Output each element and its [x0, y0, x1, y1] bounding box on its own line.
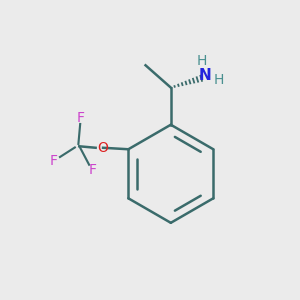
Text: O: O	[98, 141, 109, 155]
Text: H: H	[197, 54, 207, 68]
Text: F: F	[77, 111, 85, 125]
Text: H: H	[214, 73, 224, 87]
Text: N: N	[199, 68, 212, 83]
Text: F: F	[89, 163, 97, 177]
Text: F: F	[50, 154, 58, 168]
